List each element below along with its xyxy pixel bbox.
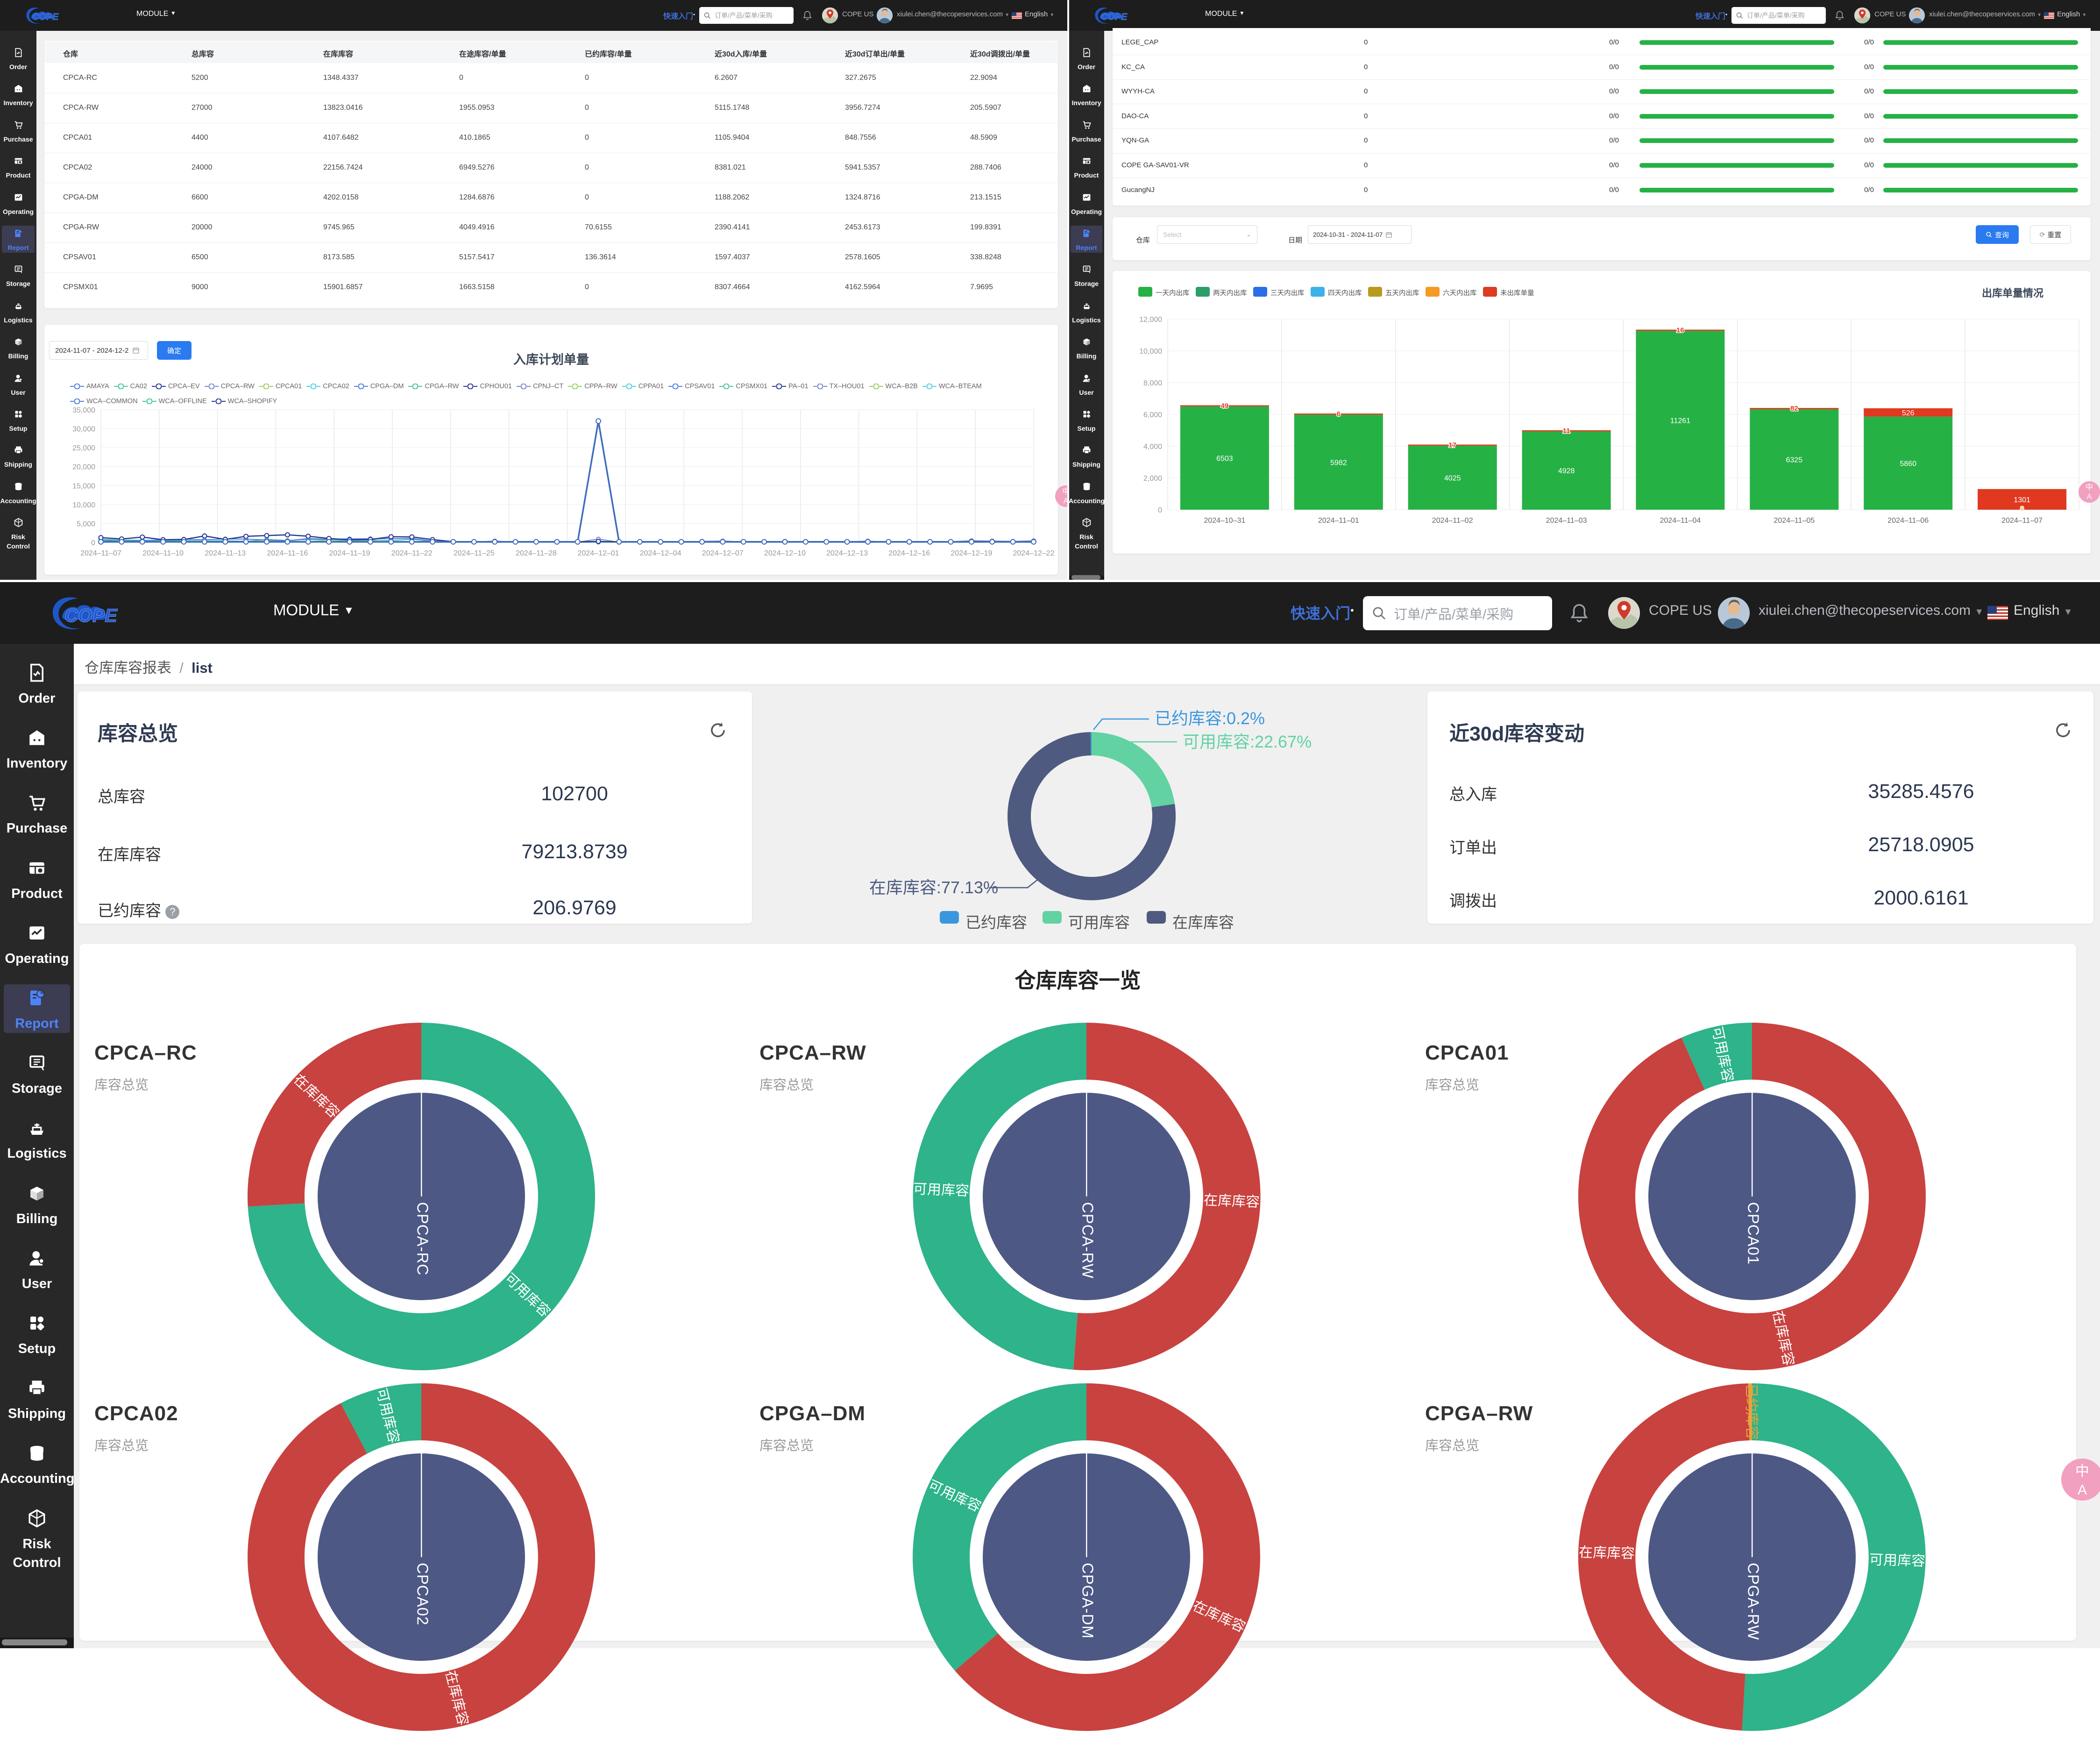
svg-text:CPCA02: CPCA02 (414, 1563, 431, 1625)
svg-text:4025: 4025 (1444, 475, 1461, 483)
svg-text:在库库容: 在库库容 (1579, 1545, 1635, 1562)
svg-text:CPCA01: CPCA01 (1745, 1202, 1762, 1265)
svg-text:2,000: 2,000 (1143, 475, 1162, 483)
svg-text:2024–12–10: 2024–12–10 (764, 549, 806, 557)
svg-text:2024–11–19: 2024–11–19 (329, 549, 370, 557)
svg-text:5860: 5860 (1900, 460, 1916, 468)
svg-text:2024–11–22: 2024–11–22 (391, 549, 433, 557)
svg-text:2024–12–04: 2024–12–04 (640, 549, 681, 557)
svg-text:2024–12–01: 2024–12–01 (578, 549, 619, 557)
svg-text:0: 0 (91, 539, 95, 547)
svg-text:已约库容:0.2%: 已约库容:0.2% (1155, 709, 1265, 728)
svg-text:2024–11–28: 2024–11–28 (516, 549, 557, 557)
svg-text:10,000: 10,000 (1139, 348, 1162, 356)
svg-text:30,000: 30,000 (72, 426, 95, 434)
svg-text:2024–11–02: 2024–11–02 (1432, 517, 1473, 525)
svg-text:2024–11–04: 2024–11–04 (1660, 517, 1701, 525)
svg-text:2024–12–19: 2024–12–19 (951, 549, 992, 557)
svg-text:已约库容: 已约库容 (1743, 1384, 1759, 1440)
svg-text:4928: 4928 (1558, 467, 1575, 475)
svg-text:CPCA-RC: CPCA-RC (414, 1202, 431, 1275)
svg-text:在库库容:77.13%: 在库库容:77.13% (869, 878, 998, 897)
svg-text:49: 49 (1221, 402, 1229, 410)
svg-text:2024–10–31: 2024–10–31 (1204, 517, 1245, 525)
svg-text:0: 0 (2020, 505, 2023, 512)
svg-text:2024–11–16: 2024–11–16 (267, 549, 308, 557)
svg-text:2024–11–10: 2024–11–10 (142, 549, 184, 557)
svg-text:2024–11–07: 2024–11–07 (80, 549, 121, 557)
svg-text:2024–12–22: 2024–12–22 (1013, 549, 1055, 557)
svg-text:15,000: 15,000 (72, 482, 95, 490)
svg-text:16: 16 (1676, 327, 1684, 335)
svg-text:25,000: 25,000 (72, 444, 95, 452)
svg-text:CPGA-RW: CPGA-RW (1745, 1563, 1762, 1640)
svg-text:6325: 6325 (1786, 456, 1803, 464)
svg-text:2024–12–16: 2024–12–16 (888, 549, 930, 557)
svg-text:2024–11–13: 2024–11–13 (205, 549, 246, 557)
svg-text:8,000: 8,000 (1143, 379, 1162, 387)
svg-text:2024–11–01: 2024–11–01 (1318, 517, 1359, 525)
svg-text:2024–11–06: 2024–11–06 (1887, 517, 1929, 525)
svg-text:2024–11–05: 2024–11–05 (1774, 517, 1815, 525)
svg-text:4,000: 4,000 (1143, 443, 1162, 451)
svg-text:COPE: COPE (64, 605, 118, 626)
svg-text:526: 526 (1902, 409, 1915, 417)
svg-text:20,000: 20,000 (72, 463, 95, 471)
svg-text:CPGA-DM: CPGA-DM (1079, 1563, 1096, 1639)
svg-text:11: 11 (1563, 427, 1570, 435)
svg-text:6503: 6503 (1216, 455, 1233, 463)
svg-text:1301: 1301 (2014, 496, 2030, 504)
svg-text:2024–12–07: 2024–12–07 (702, 549, 744, 557)
svg-text:可用库容:22.67%: 可用库容:22.67% (1183, 732, 1312, 751)
svg-text:11261: 11261 (1670, 417, 1690, 425)
svg-text:CPCA-RW: CPCA-RW (1079, 1202, 1096, 1279)
svg-text:在库库容: 在库库容 (1203, 1193, 1260, 1210)
svg-text:82: 82 (1790, 405, 1798, 413)
svg-text:COPE: COPE (1101, 12, 1128, 22)
svg-text:COPE: COPE (32, 12, 59, 22)
svg-text:2024–11–03: 2024–11–03 (1546, 517, 1587, 525)
svg-text:可用库容: 可用库容 (1869, 1552, 1926, 1569)
svg-text:10,000: 10,000 (72, 501, 95, 509)
svg-text:5982: 5982 (1330, 459, 1347, 467)
svg-text:12,000: 12,000 (1139, 316, 1162, 324)
svg-text:2024–11–25: 2024–11–25 (454, 549, 495, 557)
svg-text:0: 0 (1158, 506, 1162, 514)
svg-text:35,000: 35,000 (72, 406, 95, 414)
svg-text:6,000: 6,000 (1143, 411, 1162, 419)
svg-text:17: 17 (1448, 441, 1456, 449)
svg-text:可用库容: 可用库容 (913, 1182, 969, 1199)
svg-text:6: 6 (1337, 410, 1341, 418)
svg-text:2024–11–07: 2024–11–07 (2001, 517, 2043, 525)
svg-text:5,000: 5,000 (77, 520, 95, 528)
svg-text:2024–12–13: 2024–12–13 (826, 549, 868, 557)
